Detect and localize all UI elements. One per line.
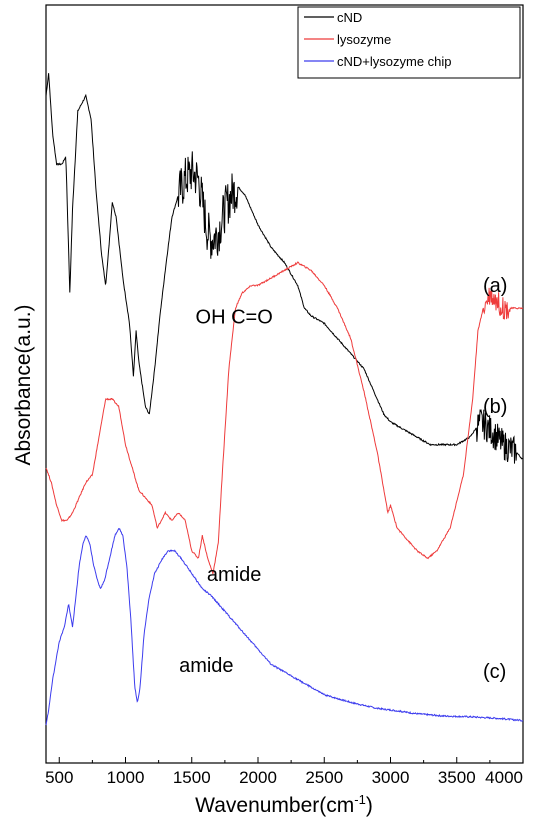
x-tick-label: 2000 [239,768,277,787]
x-axis-title-sup: -1 [354,792,366,807]
series-label-3: (c) [483,661,506,683]
legend-box [297,6,521,79]
x-axis-title-close: ) [366,794,373,817]
series-line-2 [45,261,524,575]
series-label-1: (a) [483,275,507,297]
x-tick-label: 2500 [305,768,343,787]
series-layer [45,73,524,726]
x-axis-title-main: Wavenumber(cm [195,794,354,817]
series-line-1 [45,73,524,464]
plot-frame [45,4,524,764]
x-tick-label: 500 [45,768,73,787]
x-axis-ticks: 500 1000 1500 2000 2500 3000 3500 4000 [45,757,524,787]
x-tick-label: 1500 [173,768,211,787]
annotations: OH C=O amide amide [179,306,273,677]
x-tick-label: 1000 [107,768,145,787]
x-axis-title: Wavenumber(cm-1) [195,792,373,817]
legend: cND lysozyme cND+lysozyme chip [297,6,521,79]
legend-entries: cND lysozyme cND+lysozyme chip [304,10,452,69]
legend-label-2: lysozyme [337,32,391,47]
y-axis-title: Absorbance(a.u.) [12,304,35,465]
series-line-3 [45,527,524,726]
annotation-2: amide [207,564,261,586]
legend-label-3: cND+lysozyme chip [337,54,452,69]
x-tick-label: 3500 [438,768,476,787]
series-label-2: (b) [483,396,507,418]
x-tick-label: 4000 [485,768,523,787]
x-tick-label: 3000 [372,768,410,787]
annotation-1: OH C=O [196,306,273,328]
legend-label-1: cND [337,10,362,25]
annotation-3: amide [179,655,233,677]
series-labels: (a) (b) (c) [483,275,507,683]
